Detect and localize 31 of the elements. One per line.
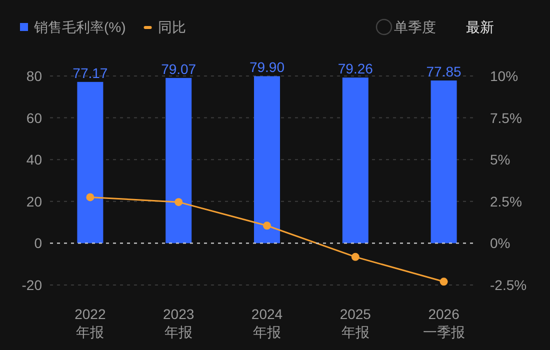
data-label: 79.90: [249, 59, 285, 76]
x-tick-label: 2025 年报: [340, 306, 372, 340]
point: [440, 278, 448, 286]
text: 单季度: [394, 19, 436, 35]
text: 最新: [466, 19, 494, 35]
data-label: 79.07: [161, 60, 196, 77]
x-tick-label: 2022 年报: [74, 306, 106, 340]
data-label: 79.26: [338, 60, 374, 77]
point: [263, 222, 271, 230]
y-tick-label: 40: [26, 152, 42, 168]
y-tick-label: 60: [26, 110, 42, 126]
y-tick-label: 80: [26, 68, 42, 84]
data-label: 77.85: [426, 63, 462, 80]
legend-label: 销售毛利率(%): [33, 19, 126, 35]
x-tick-label: 2026 一季报: [422, 306, 465, 340]
legend-label: 同比: [158, 19, 186, 35]
point: [86, 193, 94, 202]
y-tick-label: 20: [26, 193, 42, 210]
y2-tick-label: 2.5%: [490, 193, 522, 210]
y2-tick-label: 5%: [490, 152, 510, 168]
y-tick-label: 0: [34, 235, 42, 252]
y-tick-label: -20: [22, 277, 42, 293]
data-label: 77.17: [72, 64, 108, 81]
y2-tick-label: -2.5%: [490, 277, 527, 293]
y2-tick-label: 0%: [490, 235, 510, 252]
point: [351, 252, 360, 261]
x-tick-label: 2024 年报: [251, 306, 283, 340]
point: [174, 198, 183, 206]
x-tick-label: 2023 年报: [163, 306, 194, 340]
y2-tick-label: 10%: [490, 68, 518, 84]
y2-tick-label: 7.5%: [490, 110, 522, 126]
